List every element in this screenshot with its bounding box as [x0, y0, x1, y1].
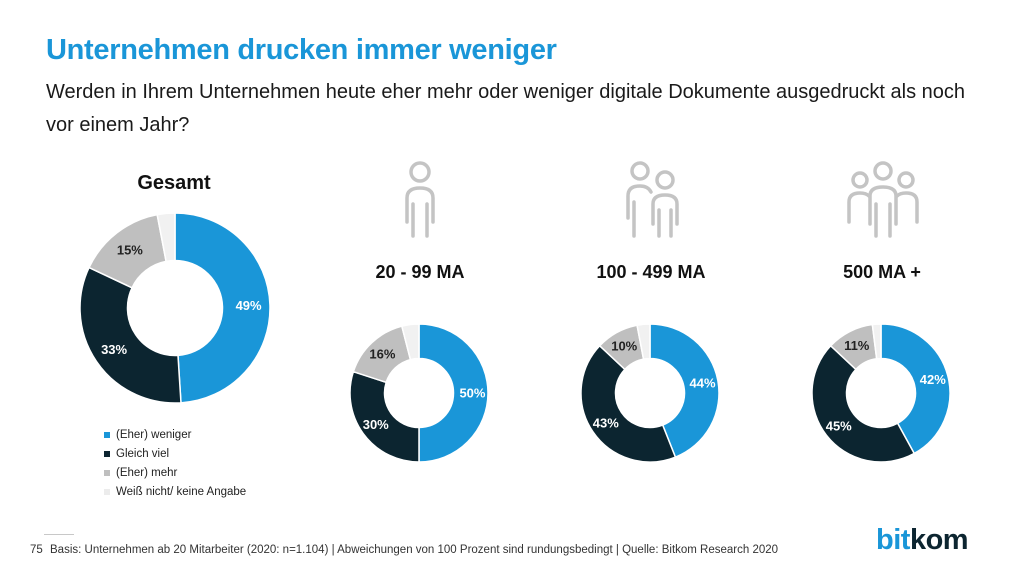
donut-slice-gleich-0: [79, 266, 182, 404]
legend-swatch-keine: [104, 488, 110, 495]
bitkom-logo: bitkom: [876, 524, 969, 557]
group-label-20-99: 20 - 99 MA: [375, 262, 465, 282]
legend-swatch-weniger: [104, 431, 110, 438]
three-persons-icon: [847, 161, 919, 238]
legend-item-gleich: Gleich viel: [104, 444, 246, 463]
donut-slice-weniger-3: [880, 323, 951, 455]
donut-label-mehr-3: 11%: [844, 338, 870, 353]
legend-label-weniger: (Eher) weniger: [116, 428, 192, 441]
donut-label-gleich-0: 33%: [101, 342, 127, 357]
donut-label-weniger-2: 44%: [690, 375, 716, 390]
legend-label-mehr: (Eher) mehr: [116, 466, 178, 479]
page-title: Unternehmen drucken immer weniger: [46, 34, 557, 66]
legend-label-gleich: Gleich viel: [116, 447, 170, 460]
donut-slice-gleich-2: [580, 344, 677, 463]
donut-label-weniger-1: 50%: [459, 386, 485, 401]
donut-label-gleich-2: 43%: [593, 416, 619, 431]
two-persons-icon: [626, 161, 679, 238]
donut-slice-weniger-0: [174, 212, 271, 404]
group-label-500: 500 MA +: [843, 262, 921, 282]
page-number: 75: [30, 544, 43, 556]
footer-divider: [44, 534, 74, 535]
donut-slice-keine-3: [871, 323, 882, 360]
donut-slice-keine-0: [156, 212, 176, 263]
donut-slice-keine-2: [636, 323, 651, 360]
donut-label-gleich-1: 30%: [363, 417, 389, 432]
legend-item-keine: Weiß nicht/ keine Angabe: [104, 482, 246, 501]
logo-kom: kom: [909, 524, 969, 556]
donut-label-weniger-0: 49%: [236, 298, 262, 313]
group-label-gesamt: Gesamt: [137, 172, 211, 194]
donut-label-gleich-3: 45%: [826, 418, 852, 433]
donut-chart-gesamt: 49% 33% 15%: [79, 212, 271, 404]
donut-chart-500: 42% 45% 11%: [811, 323, 951, 463]
chart-legend: (Eher) weniger Gleich viel (Eher) mehr W…: [104, 425, 246, 501]
logo-bit: bit: [876, 524, 910, 556]
donut-slice-gleich-1: [349, 370, 420, 463]
legend-item-mehr: (Eher) mehr: [104, 463, 246, 482]
donut-label-mehr-2: 10%: [611, 339, 637, 354]
donut-label-mehr-1: 16%: [369, 347, 395, 362]
single-person-icon: [405, 161, 435, 238]
group-label-100-499: 100 - 499 MA: [596, 262, 706, 282]
donut-label-mehr-0: 15%: [117, 242, 143, 257]
donut-slice-gleich-3: [811, 344, 916, 463]
footer-source: 75 Basis: Unternehmen ab 20 Mitarbeiter …: [30, 544, 778, 556]
donut-slice-keine-1: [400, 323, 420, 361]
legend-swatch-mehr: [104, 469, 110, 476]
donut-slice-weniger-1: [418, 323, 489, 463]
page-subtitle: Werden in Ihrem Unternehmen heute eher m…: [46, 81, 966, 136]
donut-chart-20-99: 50% 30% 16%: [349, 323, 489, 463]
legend-label-keine: Weiß nicht/ keine Angabe: [116, 485, 247, 498]
legend-swatch-gleich: [104, 450, 110, 457]
footer-text: Basis: Unternehmen ab 20 Mitarbeiter (20…: [50, 544, 779, 556]
donut-chart-100-499: 44% 43% 10%: [580, 323, 720, 463]
donut-label-weniger-3: 42%: [920, 372, 946, 387]
legend-item-weniger: (Eher) weniger: [104, 425, 246, 444]
donut-slice-weniger-2: [649, 323, 720, 459]
